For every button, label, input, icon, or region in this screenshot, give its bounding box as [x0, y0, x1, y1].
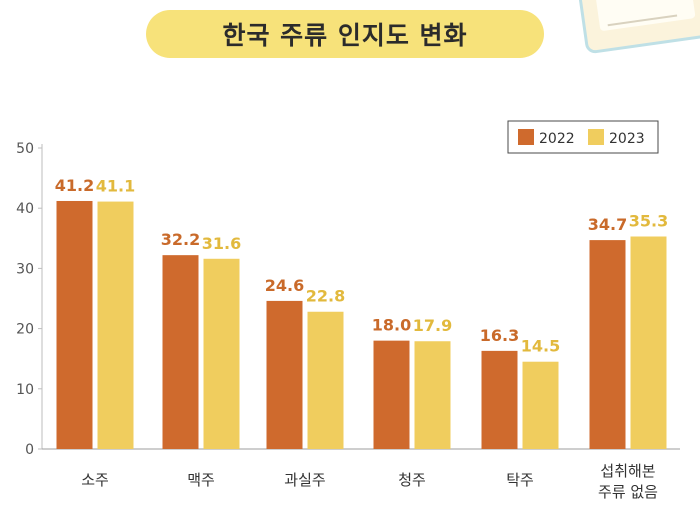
x-tick-label-line: 섭취해본	[600, 462, 655, 480]
data-label-2022-1: 32.2	[161, 230, 200, 249]
bar-2022-0	[56, 200, 93, 449]
data-label-2023-2: 22.8	[306, 287, 345, 306]
bar-2023-5	[630, 236, 667, 449]
title-banner: 한국 주류 인지도 변화	[146, 10, 544, 58]
x-tick-label-line: 주류 없음	[598, 483, 658, 501]
data-label-2023-5: 35.3	[629, 211, 668, 230]
legend-swatch-2022	[518, 129, 534, 145]
x-tick-label: 맥주	[187, 471, 215, 489]
x-tick-label: 청주	[398, 471, 426, 489]
bar-2023-4	[522, 361, 559, 449]
bar-2022-2	[266, 300, 303, 449]
legend-label-2022: 2022	[539, 131, 575, 147]
data-label-2023-3: 17.9	[413, 316, 452, 335]
data-label-2022-0: 41.2	[55, 176, 94, 195]
bar-2022-3	[373, 340, 410, 449]
x-tick-label: 과실주	[284, 471, 325, 489]
legend-label-2023: 2023	[609, 131, 645, 147]
bar-2023-1	[203, 258, 240, 449]
y-tick-label: 0	[25, 442, 34, 458]
bar-2023-0	[97, 201, 134, 449]
y-tick-label: 30	[16, 261, 34, 277]
x-tick-label: 탁주	[506, 471, 534, 489]
data-label-2023-0: 41.1	[96, 177, 135, 196]
legend-swatch-2023	[588, 129, 604, 145]
bar-2023-3	[414, 341, 451, 449]
x-tick-label-line: 청주	[398, 471, 426, 489]
y-tick-label: 20	[16, 322, 34, 338]
data-label-2022-3: 18.0	[372, 316, 411, 335]
data-label-2023-1: 31.6	[202, 234, 241, 253]
x-tick-label-line: 과실주	[284, 471, 325, 489]
x-tick-label-line: 맥주	[187, 471, 215, 489]
y-tick-label: 40	[16, 201, 34, 217]
data-label-2022-2: 24.6	[265, 276, 304, 295]
bar-2022-1	[162, 255, 199, 449]
chart-title: 한국 주류 인지도 변화	[222, 21, 468, 50]
x-tick-label-line: 소주	[81, 471, 109, 489]
data-label-2022-5: 34.7	[588, 215, 627, 234]
y-tick-label: 50	[16, 141, 34, 157]
x-tick-label: 소주	[81, 471, 109, 489]
x-tick-label-line: 탁주	[506, 471, 534, 489]
data-label-2023-4: 14.5	[521, 337, 560, 356]
bar-2022-4	[481, 350, 518, 449]
data-label-2022-4: 16.3	[480, 326, 519, 345]
bar-2022-5	[589, 240, 626, 449]
y-tick-label: 10	[16, 382, 34, 398]
bar-2023-2	[307, 311, 344, 449]
